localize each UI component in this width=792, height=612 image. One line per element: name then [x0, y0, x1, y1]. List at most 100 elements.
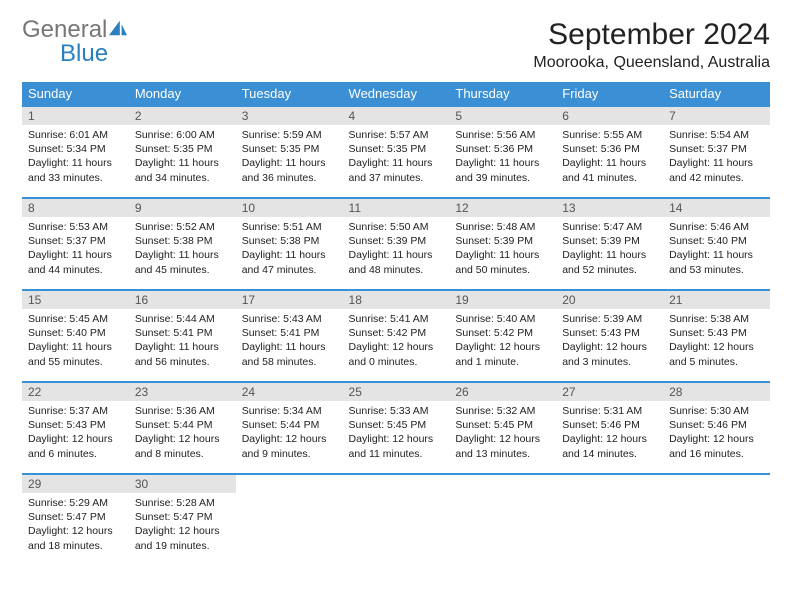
sunset-line: Sunset: 5:41 PM [135, 326, 230, 340]
day-details: Sunrise: 5:39 AMSunset: 5:43 PMDaylight:… [556, 309, 663, 372]
day-number: 11 [343, 199, 450, 217]
logo-text-grey: General [22, 16, 107, 43]
sunrise-line: Sunrise: 5:43 AM [242, 312, 337, 326]
day-number: 6 [556, 107, 663, 125]
day-details: Sunrise: 5:37 AMSunset: 5:43 PMDaylight:… [22, 401, 129, 464]
sunrise-line: Sunrise: 5:57 AM [349, 128, 444, 142]
sunset-line: Sunset: 5:39 PM [349, 234, 444, 248]
sunrise-line: Sunrise: 5:30 AM [669, 404, 764, 418]
sunrise-line: Sunrise: 5:31 AM [562, 404, 657, 418]
calendar-cell: 11 Sunrise: 5:50 AMSunset: 5:39 PMDayligh… [343, 198, 450, 290]
sunset-line: Sunset: 5:35 PM [135, 142, 230, 156]
sunset-line: Sunset: 5:47 PM [135, 510, 230, 524]
day-details: Sunrise: 5:52 AMSunset: 5:38 PMDaylight:… [129, 217, 236, 280]
day-number: 20 [556, 291, 663, 309]
day-details: Sunrise: 5:53 AMSunset: 5:37 PMDaylight:… [22, 217, 129, 280]
sunset-line: Sunset: 5:36 PM [455, 142, 550, 156]
day-details: Sunrise: 5:34 AMSunset: 5:44 PMDaylight:… [236, 401, 343, 464]
sunset-line: Sunset: 5:39 PM [455, 234, 550, 248]
calendar-cell [449, 474, 556, 566]
logo-sail-icon [107, 19, 129, 37]
calendar-cell: 21Sunrise: 5:38 AMSunset: 5:43 PMDayligh… [663, 290, 770, 382]
daylight-line: Daylight: 12 hours and 19 minutes. [135, 524, 230, 552]
daylight-line: Daylight: 12 hours and 8 minutes. [135, 432, 230, 460]
day-details: Sunrise: 5:38 AMSunset: 5:43 PMDaylight:… [663, 309, 770, 372]
day-number: 19 [449, 291, 556, 309]
daylight-line: Daylight: 11 hours and 58 minutes. [242, 340, 337, 368]
weekday-header: Saturday [663, 82, 770, 106]
sunset-line: Sunset: 5:44 PM [242, 418, 337, 432]
logo: General Blue [22, 18, 129, 66]
day-number: 7 [663, 107, 770, 125]
day-number: 3 [236, 107, 343, 125]
calendar-cell: 14 Sunrise: 5:46 AMSunset: 5:40 PMDayligh… [663, 198, 770, 290]
daylight-line: Daylight: 11 hours and 53 minutes. [669, 248, 764, 276]
daylight-line: Daylight: 12 hours and 18 minutes. [28, 524, 123, 552]
sunset-line: Sunset: 5:42 PM [349, 326, 444, 340]
calendar-cell: 16 Sunrise: 5:44 AMSunset: 5:41 PMDayligh… [129, 290, 236, 382]
day-details: Sunrise: 5:55 AMSunset: 5:36 PMDaylight:… [556, 125, 663, 188]
calendar-cell: 6Sunrise: 5:55 AMSunset: 5:36 PMDaylight… [556, 106, 663, 198]
day-details: Sunrise: 5:41 AMSunset: 5:42 PMDaylight:… [343, 309, 450, 372]
day-number: 22 [22, 383, 129, 401]
daylight-line: Daylight: 11 hours and 42 minutes. [669, 156, 764, 184]
calendar-cell [236, 474, 343, 566]
calendar-cell: 8Sunrise: 5:53 AMSunset: 5:37 PMDaylight… [22, 198, 129, 290]
sunset-line: Sunset: 5:38 PM [135, 234, 230, 248]
daylight-line: Daylight: 11 hours and 45 minutes. [135, 248, 230, 276]
day-number: 16 [129, 291, 236, 309]
day-number: 9 [129, 199, 236, 217]
day-number: 23 [129, 383, 236, 401]
sunrise-line: Sunrise: 5:38 AM [669, 312, 764, 326]
day-number: 1 [22, 107, 129, 125]
daylight-line: Daylight: 11 hours and 50 minutes. [455, 248, 550, 276]
day-details: Sunrise: 5:54 AMSunset: 5:37 PMDaylight:… [663, 125, 770, 188]
daylight-line: Daylight: 12 hours and 9 minutes. [242, 432, 337, 460]
daylight-line: Daylight: 11 hours and 48 minutes. [349, 248, 444, 276]
calendar-header-row: SundayMondayTuesdayWednesdayThursdayFrid… [22, 82, 770, 106]
sunrise-line: Sunrise: 5:34 AM [242, 404, 337, 418]
daylight-line: Daylight: 12 hours and 6 minutes. [28, 432, 123, 460]
daylight-line: Daylight: 11 hours and 37 minutes. [349, 156, 444, 184]
sunrise-line: Sunrise: 5:55 AM [562, 128, 657, 142]
day-number: 27 [556, 383, 663, 401]
location: Moorooka, Queensland, Australia [533, 54, 770, 72]
sunrise-line: Sunrise: 5:44 AM [135, 312, 230, 326]
day-details: Sunrise: 5:57 AMSunset: 5:35 PMDaylight:… [343, 125, 450, 188]
daylight-line: Daylight: 12 hours and 14 minutes. [562, 432, 657, 460]
day-details: Sunrise: 5:28 AMSunset: 5:47 PMDaylight:… [129, 493, 236, 556]
daylight-line: Daylight: 11 hours and 41 minutes. [562, 156, 657, 184]
calendar-cell: 23 Sunrise: 5:36 AMSunset: 5:44 PMDayligh… [129, 382, 236, 474]
day-details: Sunrise: 5:48 AMSunset: 5:39 PMDaylight:… [449, 217, 556, 280]
daylight-line: Daylight: 11 hours and 56 minutes. [135, 340, 230, 368]
day-number: 10 [236, 199, 343, 217]
calendar-cell [343, 474, 450, 566]
sunrise-line: Sunrise: 5:36 AM [135, 404, 230, 418]
weekday-header: Wednesday [343, 82, 450, 106]
daylight-line: Daylight: 12 hours and 1 minute. [455, 340, 550, 368]
calendar-cell: 25Sunrise: 5:33 AMSunset: 5:45 PMDayligh… [343, 382, 450, 474]
sunset-line: Sunset: 5:43 PM [562, 326, 657, 340]
sunrise-line: Sunrise: 5:48 AM [455, 220, 550, 234]
sunrise-line: Sunrise: 5:50 AM [349, 220, 444, 234]
day-number: 21 [663, 291, 770, 309]
sunrise-line: Sunrise: 5:37 AM [28, 404, 123, 418]
day-details: Sunrise: 5:56 AMSunset: 5:36 PMDaylight:… [449, 125, 556, 188]
day-number: 24 [236, 383, 343, 401]
sunset-line: Sunset: 5:47 PM [28, 510, 123, 524]
sunset-line: Sunset: 5:44 PM [135, 418, 230, 432]
sunset-line: Sunset: 5:35 PM [242, 142, 337, 156]
calendar-cell: 22Sunrise: 5:37 AMSunset: 5:43 PMDayligh… [22, 382, 129, 474]
sunrise-line: Sunrise: 5:41 AM [349, 312, 444, 326]
logo-text-blue: Blue [22, 40, 108, 67]
day-details: Sunrise: 6:01 AMSunset: 5:34 PMDaylight:… [22, 125, 129, 188]
sunset-line: Sunset: 5:40 PM [669, 234, 764, 248]
sunset-line: Sunset: 5:34 PM [28, 142, 123, 156]
day-number: 14 [663, 199, 770, 217]
daylight-line: Daylight: 12 hours and 16 minutes. [669, 432, 764, 460]
day-number: 5 [449, 107, 556, 125]
sunrise-line: Sunrise: 6:01 AM [28, 128, 123, 142]
sunrise-line: Sunrise: 5:46 AM [669, 220, 764, 234]
calendar-cell: 2Sunrise: 6:00 AMSunset: 5:35 PMDaylight… [129, 106, 236, 198]
sunrise-line: Sunrise: 5:52 AM [135, 220, 230, 234]
